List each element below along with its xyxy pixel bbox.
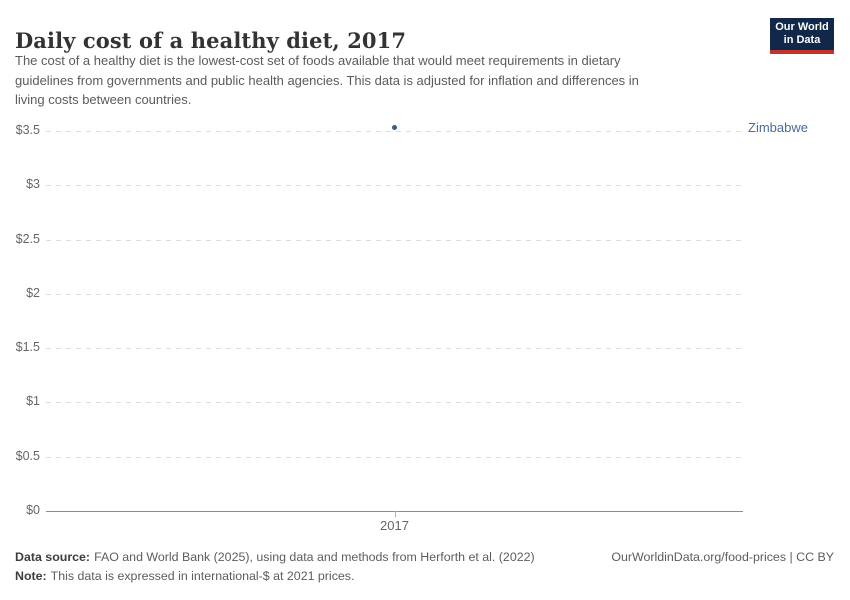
footer-source: Data source: FAO and World Bank (2025), u…	[15, 548, 535, 567]
chart-title: Daily cost of a healthy diet, 2017	[15, 28, 407, 54]
gridline	[46, 348, 743, 350]
data-point-zimbabwe[interactable]	[392, 125, 397, 131]
y-axis-tick-label: $2	[26, 285, 40, 300]
owid-url-link[interactable]: OurWorldinData.org/food-prices | CC BY	[611, 550, 834, 564]
subtitle-line: living costs between countries.	[15, 92, 192, 107]
gridline	[46, 131, 743, 132]
source-text: FAO and World Bank (2025), using data an…	[94, 550, 535, 564]
note-text: This data is expressed in international-…	[50, 569, 355, 583]
note-label: Note:	[15, 569, 47, 583]
gridline	[46, 185, 743, 187]
x-axis-tick-label: 2017	[380, 518, 409, 533]
y-axis-tick-label: $1.5	[15, 340, 40, 355]
y-axis-tick-label: $3	[26, 177, 40, 192]
y-axis-tick-label: $0	[26, 503, 40, 517]
y-axis-tick-label: $2.5	[15, 231, 40, 246]
gridline	[46, 402, 743, 404]
gridline	[46, 239, 743, 241]
entity-label-zimbabwe[interactable]: Zimbabwe	[748, 120, 808, 136]
owid-logo-line2: in Data	[783, 34, 821, 46]
x-axis-tick-mark	[394, 511, 396, 517]
gridline	[46, 293, 743, 295]
owid-logo[interactable]: Our World in Data	[770, 18, 834, 54]
chart-subtitle: The cost of a healthy diet is the lowest…	[15, 51, 639, 110]
y-axis-tick-label: $0.5	[15, 448, 40, 463]
gridline	[46, 456, 743, 458]
chart-footer: Data source: FAO and World Bank (2025), u…	[15, 548, 834, 586]
footer-note: Note: This data is expressed in internati…	[15, 567, 834, 586]
source-label: Data source:	[15, 550, 91, 564]
y-axis-tick-label: $1	[26, 394, 40, 409]
subtitle-line: The cost of a healthy diet is the lowest…	[15, 53, 621, 68]
subtitle-line: guidelines from governments and public h…	[15, 72, 639, 88]
footer-source-row: Data source: FAO and World Bank (2025), u…	[15, 548, 834, 567]
y-axis-tick-label: $3.5	[15, 123, 40, 137]
owid-logo-line1: Our World	[775, 21, 829, 33]
